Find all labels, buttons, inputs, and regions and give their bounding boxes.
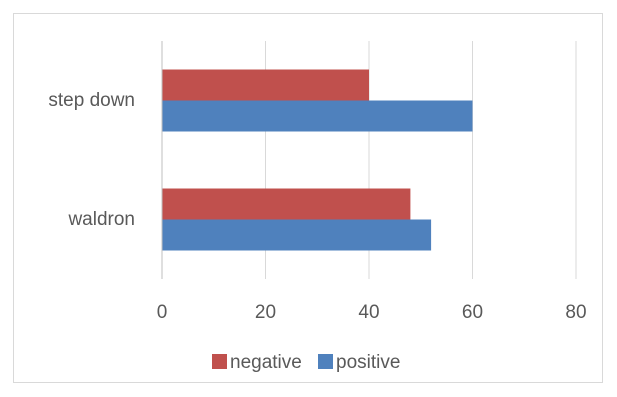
- x-tick-label: 60: [462, 302, 483, 323]
- legend: negative positive: [212, 352, 400, 373]
- bar-positive-waldron: [162, 219, 432, 251]
- x-tick-label: 40: [358, 302, 379, 323]
- x-tick-label: 80: [565, 302, 586, 323]
- category-labels: waldron step down: [48, 90, 135, 230]
- legend-label-positive: positive: [336, 352, 400, 373]
- legend-swatch-positive: [318, 354, 333, 369]
- category-label: step down: [48, 90, 135, 111]
- x-tick-label: 0: [157, 302, 168, 323]
- category-label: waldron: [67, 209, 135, 230]
- bar-negative-waldron: [162, 188, 411, 220]
- bars: [162, 69, 473, 251]
- bar-positive-step-down: [162, 100, 473, 132]
- x-tick-labels: 0 20 40 60 80: [157, 302, 587, 323]
- legend-swatch-negative: [212, 354, 227, 369]
- x-tick-label: 20: [255, 302, 276, 323]
- bar-negative-step-down: [162, 69, 369, 101]
- legend-label-negative: negative: [230, 352, 302, 373]
